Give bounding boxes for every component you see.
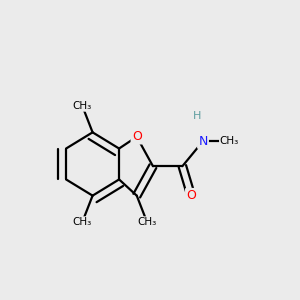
Text: O: O <box>186 189 196 202</box>
Text: H: H <box>193 111 201 121</box>
Text: CH₃: CH₃ <box>73 217 92 227</box>
Text: CH₃: CH₃ <box>73 101 92 111</box>
Text: N: N <box>198 135 208 148</box>
Text: O: O <box>132 130 142 143</box>
Text: CH₃: CH₃ <box>137 217 157 227</box>
Text: CH₃: CH₃ <box>220 136 239 146</box>
